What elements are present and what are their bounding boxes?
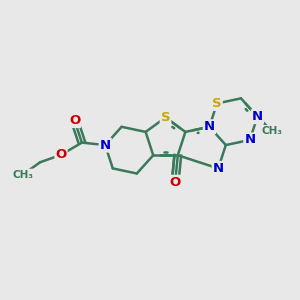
Text: N: N — [100, 139, 111, 152]
Text: O: O — [69, 114, 80, 127]
Text: N: N — [204, 120, 215, 133]
Text: CH₃: CH₃ — [261, 126, 282, 136]
Text: O: O — [56, 148, 67, 161]
Text: N: N — [252, 110, 263, 123]
Text: S: S — [161, 111, 170, 124]
Text: CH₃: CH₃ — [12, 169, 33, 179]
Text: N: N — [244, 134, 255, 146]
Text: O: O — [169, 176, 181, 189]
Text: S: S — [212, 97, 222, 110]
Text: N: N — [213, 162, 224, 175]
